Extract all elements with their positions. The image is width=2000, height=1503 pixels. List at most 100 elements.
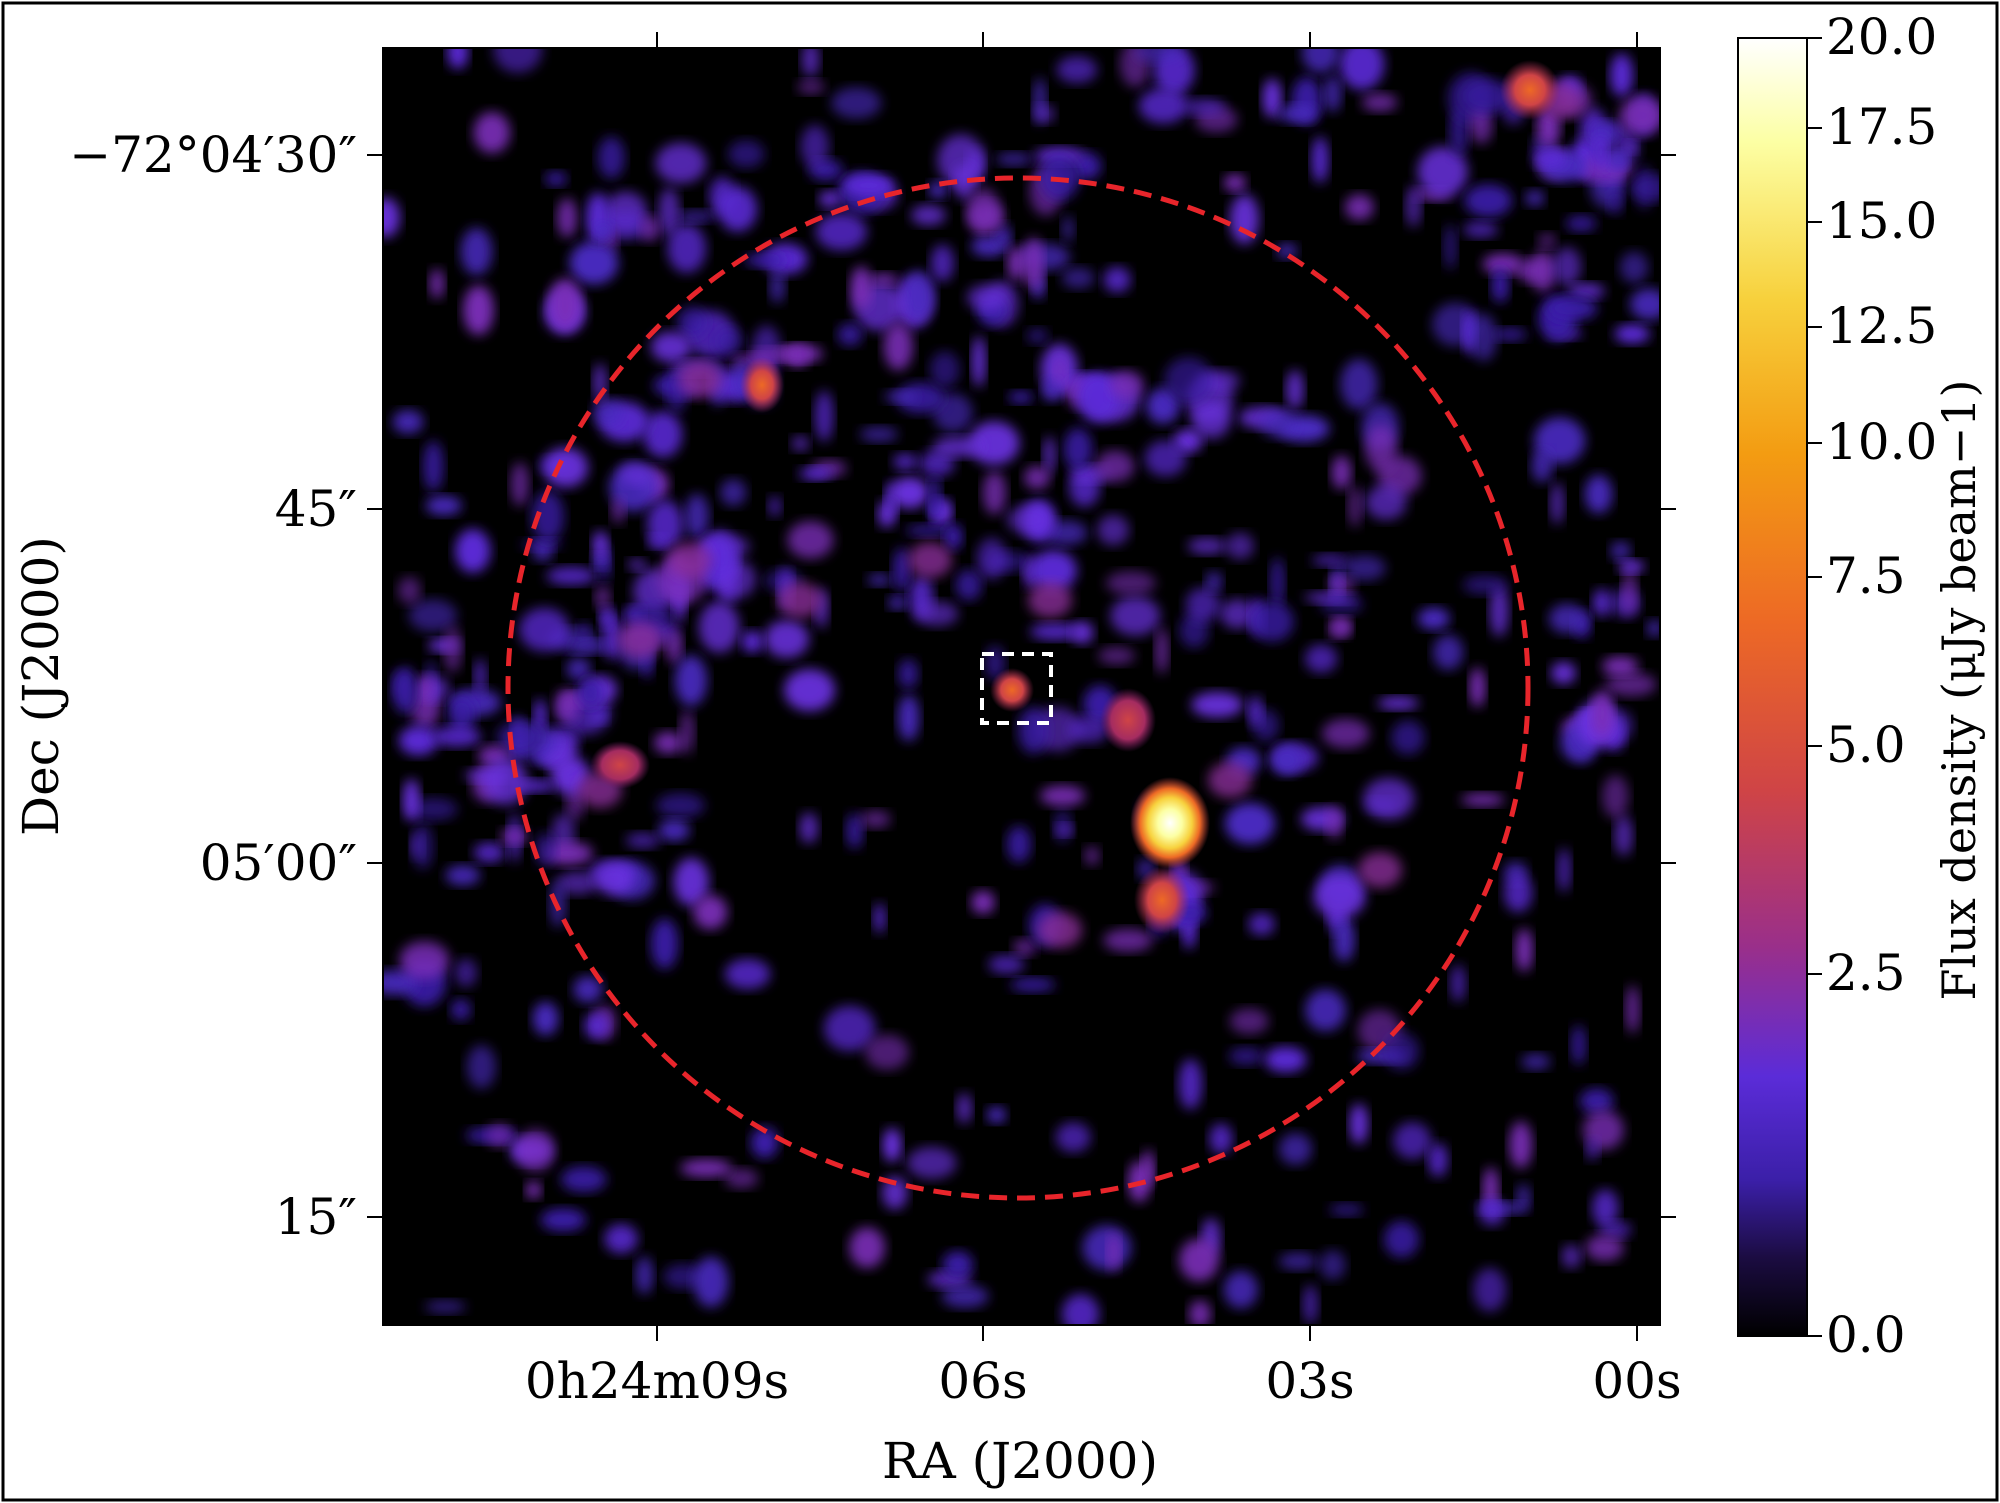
- emission-blob: [966, 188, 1001, 235]
- emission-blob: [1185, 587, 1221, 622]
- emission-blob: [431, 726, 482, 747]
- emission-blob: [1614, 324, 1650, 344]
- emission-blob: [1546, 295, 1598, 321]
- emission-blob: [486, 1123, 513, 1148]
- emission-blob: [474, 658, 487, 694]
- colorbar-tick-label: 17.5: [1826, 98, 1937, 156]
- emission-blob: [1270, 557, 1285, 607]
- emission-blob: [1270, 744, 1303, 776]
- emission-blob: [1262, 78, 1282, 119]
- emission-blob: [1383, 1032, 1420, 1070]
- emission-blob: [837, 323, 863, 346]
- emission-blob: [1610, 541, 1631, 561]
- emission-blob: [549, 278, 582, 330]
- source-mid: [1100, 688, 1156, 752]
- emission-blob: [1443, 223, 1457, 270]
- emission-blob: [602, 613, 622, 660]
- emission-blob: [741, 630, 763, 653]
- emission-blob: [818, 190, 841, 208]
- emission-blob: [1589, 121, 1618, 142]
- emission-blob: [714, 326, 744, 356]
- emission-blob: [1209, 1123, 1233, 1155]
- colorbar-label: Flux density (μJy beam−1): [1932, 380, 1986, 1001]
- emission-clump: [618, 622, 662, 658]
- emission-blob: [764, 619, 810, 659]
- emission-blob: [1107, 1233, 1121, 1271]
- emission-blob: [1464, 184, 1512, 218]
- emission-blob: [554, 689, 580, 722]
- y-tick-label: −72°04′30″: [69, 126, 357, 184]
- emission-blob: [750, 1127, 779, 1159]
- emission-blob: [650, 918, 679, 969]
- emission-blob: [647, 534, 667, 549]
- emission-blob: [911, 204, 946, 226]
- emission-blob: [1524, 189, 1545, 207]
- emission-blob: [724, 958, 771, 990]
- emission-blob: [594, 221, 612, 240]
- emission-blob: [399, 941, 450, 979]
- x-tick-label: 03s: [1265, 1352, 1354, 1410]
- emission-blob: [1405, 185, 1422, 228]
- emission-blob: [1248, 912, 1275, 936]
- emission-blob: [383, 970, 417, 996]
- emission-blob: [1579, 1088, 1614, 1114]
- emission-clump: [908, 542, 952, 578]
- bright-sources: [590, 60, 1560, 934]
- emission-blob: [1056, 56, 1098, 84]
- x-tick-label: 00s: [1592, 1352, 1681, 1410]
- emission-blob: [1135, 48, 1183, 63]
- emission-blob: [1646, 619, 1660, 637]
- emission-blob: [1264, 1046, 1307, 1073]
- emission-blob: [1521, 1053, 1551, 1070]
- emission-blob: [1363, 777, 1415, 820]
- emission-blob: [519, 607, 570, 652]
- emission-blob: [535, 832, 557, 867]
- emission-blob: [849, 1227, 885, 1268]
- emission-clump: [1358, 852, 1402, 888]
- emission-blob: [1630, 174, 1660, 202]
- emission-blob: [791, 435, 810, 452]
- emission-blob: [1260, 410, 1298, 438]
- emission-blob: [500, 828, 528, 845]
- plot-frame: [382, 47, 1661, 1326]
- emission-blob: [679, 709, 695, 755]
- emission-blob: [787, 521, 834, 559]
- emission-blob: [577, 621, 591, 638]
- emission-blob: [1061, 1294, 1100, 1325]
- emission-blob: [986, 1106, 1007, 1124]
- emission-blob: [383, 197, 400, 238]
- emission-blob: [1384, 1221, 1419, 1258]
- emission-blob: [1473, 1267, 1507, 1312]
- emission-blob: [942, 1251, 974, 1278]
- emission-blob: [1551, 661, 1576, 685]
- emission-blob: [1109, 371, 1144, 399]
- emission-blob: [882, 1128, 902, 1163]
- emission-blob: [1593, 134, 1609, 171]
- emission-blob: [1585, 1234, 1624, 1262]
- colorbar-ticks: 20.0 17.5 15.0 12.5 10.0 7.5 5.0 2.5 0.0: [1807, 8, 1937, 1364]
- emission-blob: [573, 976, 603, 1003]
- emission-blob: [971, 335, 986, 388]
- emission-blob: [680, 1159, 733, 1178]
- emission-blob: [1006, 826, 1031, 863]
- emission-blob: [650, 331, 692, 363]
- emission-blob: [1082, 1225, 1132, 1271]
- emission-blob: [1026, 328, 1049, 344]
- emission-blob: [843, 174, 895, 197]
- emission-blob: [540, 1208, 586, 1232]
- emission-blob: [1220, 599, 1255, 629]
- emission-blob: [890, 477, 929, 509]
- emission-blob: [1110, 596, 1161, 636]
- source-boxed: [990, 668, 1034, 712]
- emission-blob: [627, 558, 647, 571]
- emission-blob: [1493, 327, 1527, 342]
- emission-blob: [1250, 601, 1294, 642]
- emission-blob: [625, 602, 673, 628]
- emission-blob: [597, 136, 625, 179]
- emission-blob: [1433, 634, 1464, 670]
- y-tick-label: 15″: [275, 1188, 357, 1246]
- emission-blob: [676, 210, 716, 223]
- tick-marks: [367, 32, 1676, 1341]
- emission-blob: [1179, 1238, 1219, 1282]
